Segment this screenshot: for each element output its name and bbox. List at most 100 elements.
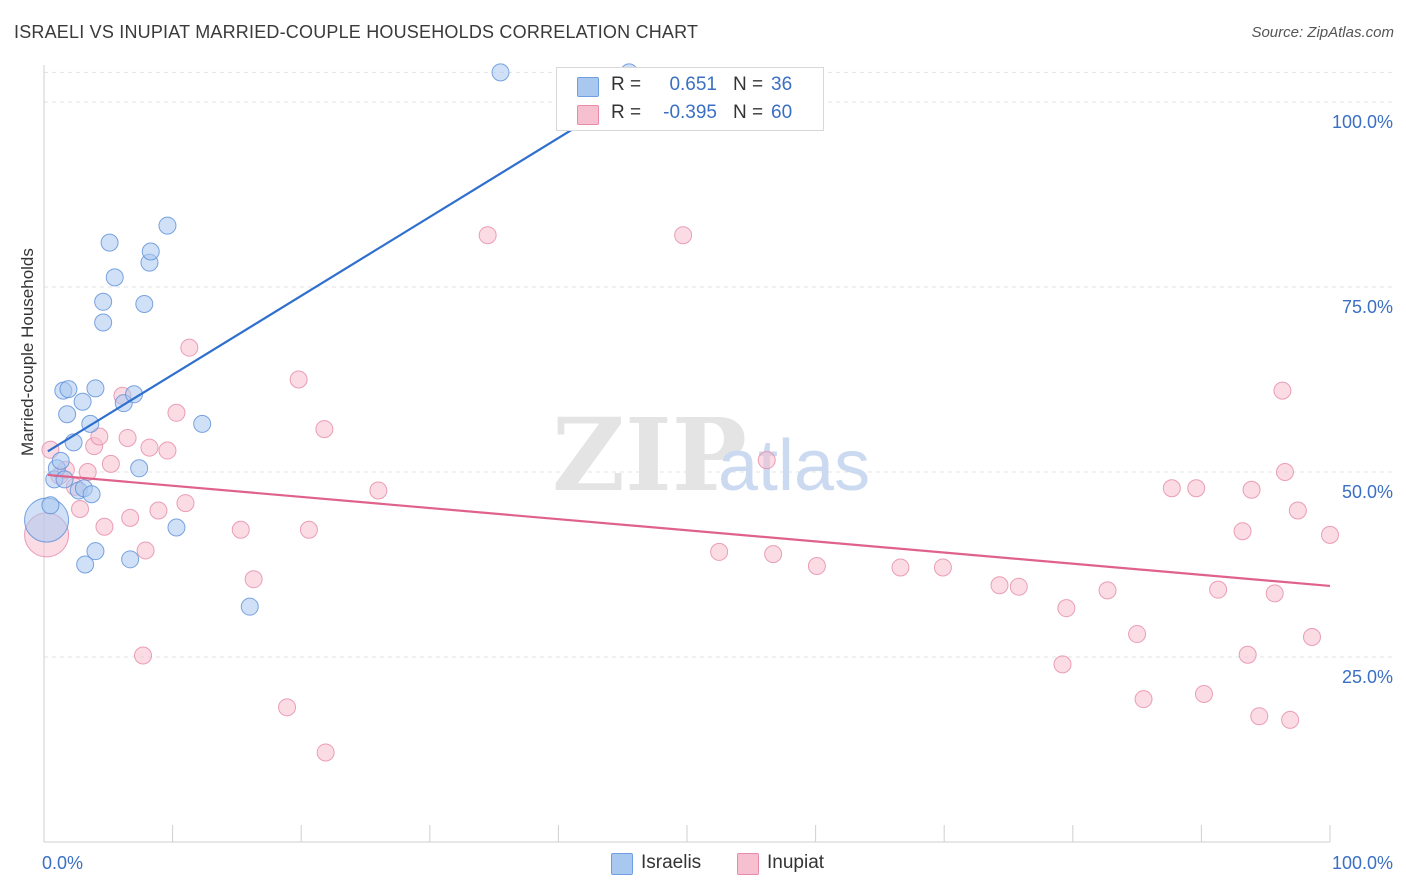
israelis-point (105, 268, 124, 287)
israelis-point (121, 550, 140, 569)
inupiat-legend-swatch (737, 853, 759, 875)
inupiat-point (1162, 479, 1181, 498)
inupiat-point (299, 520, 318, 539)
inupiat-point (278, 698, 297, 717)
n-label: N = (733, 102, 764, 123)
inupiat-point (316, 743, 335, 762)
inupiat-point (1187, 479, 1206, 498)
watermark-atlas: atlas (718, 426, 870, 506)
inupiat-point (1321, 525, 1339, 544)
r-value: -0.395 (663, 102, 717, 123)
inupiat-point (244, 570, 263, 589)
israelis-point (167, 518, 186, 537)
israelis-trend-line (47, 93, 630, 453)
y-tick-label: 50.0% (1342, 482, 1393, 502)
inupiat-point (710, 542, 729, 561)
inupiat-point (1009, 577, 1028, 596)
chart-title: ISRAELI VS INUPIAT MARRIED-COUPLE HOUSEH… (14, 22, 699, 42)
inupiat-point (1098, 581, 1117, 600)
inupiat-point (1134, 690, 1153, 709)
r-label: R = (611, 102, 642, 123)
inupiat-point (1238, 645, 1257, 664)
israelis-point (82, 485, 101, 504)
inupiat-point (134, 646, 153, 665)
israelis-point (73, 392, 92, 411)
inupiat-point (136, 541, 155, 560)
y-tick-label: 100.0% (1332, 112, 1393, 132)
inupiat-point (118, 428, 137, 447)
israelis-point (240, 597, 259, 616)
inupiat-point (180, 338, 199, 357)
israelis-legend-swatch (611, 853, 633, 875)
inupiat-point (891, 558, 910, 577)
inupiat-point (1194, 685, 1213, 703)
inupiat-point (167, 403, 186, 422)
israelis-point (100, 233, 119, 252)
israelis-swatch (577, 77, 599, 97)
legend-label-inupiat: Inupiat (767, 852, 825, 873)
inupiat-point (674, 226, 693, 245)
inupiat-point (149, 501, 168, 520)
inupiat-point (1288, 501, 1307, 520)
israelis-point (51, 451, 70, 470)
stats-row-inupiat: R = -0.395 N = 60 (557, 99, 823, 129)
israelis-point (58, 405, 77, 424)
inupiat-swatch (577, 105, 599, 125)
israelis-point (76, 555, 95, 574)
inupiat-trend-line (47, 473, 1331, 588)
israelis-point (193, 414, 212, 433)
inupiat-point (101, 454, 120, 473)
x-tick-label: 0.0% (42, 853, 83, 873)
inupiat-point (1281, 710, 1300, 729)
inupiat-point (1128, 625, 1147, 644)
inupiat-point (990, 576, 1009, 595)
inupiat-point (1209, 580, 1228, 599)
trend-lines (47, 93, 1331, 588)
n-value: 36 (771, 74, 793, 95)
r-value: 0.651 (669, 74, 717, 95)
inupiat-point (1275, 463, 1294, 481)
inupiat-point (1053, 655, 1072, 674)
israelis-point (86, 542, 105, 561)
israelis-point (86, 379, 105, 398)
israelis-point (130, 459, 149, 478)
inupiat-point (289, 370, 308, 389)
tick-labels: 25.0% 50.0% 75.0% 100.0% 0.0% 100.0% (42, 112, 1393, 873)
x-tick-label: 100.0% (1332, 853, 1393, 873)
grid-lines (44, 71, 1392, 658)
israelis-point (135, 295, 154, 314)
israelis-point (141, 242, 160, 261)
n-value: 60 (771, 102, 793, 123)
inupiat-point (231, 520, 250, 539)
inupiat-point (764, 545, 783, 564)
inupiat-point (1265, 584, 1284, 603)
y-tick-label: 25.0% (1342, 667, 1393, 687)
stats-legend: R = 0.651 N = 36 R = -0.395 N = 60 (556, 67, 824, 131)
inupiat-point (95, 517, 114, 536)
stats-row-israelis: R = 0.651 N = 36 (557, 71, 823, 101)
watermark-zip: ZIP (552, 396, 747, 514)
israelis-point (491, 63, 510, 82)
israelis-point (41, 496, 60, 515)
israelis-point (94, 292, 113, 311)
y-axis-label: Married-couple Households (18, 248, 37, 456)
inupiat-point (176, 494, 195, 513)
inupiat-point (369, 481, 388, 500)
inupiat-point (757, 451, 776, 470)
n-label: N = (733, 74, 764, 95)
israelis-point (94, 313, 113, 332)
watermark: ZIP atlas (552, 396, 870, 514)
source-credit: Source: ZipAtlas.com (1251, 24, 1394, 41)
inupiat-point (1250, 707, 1269, 726)
inupiat-point (478, 226, 497, 245)
inupiat-point (1302, 628, 1321, 647)
israelis-point (158, 216, 177, 235)
inupiat-point (90, 427, 109, 446)
legend-label-israelis: Israelis (641, 852, 702, 873)
inupiat-point (140, 438, 159, 457)
inupiat-point (933, 558, 952, 577)
israelis-point (55, 470, 74, 489)
y-tick-label: 75.0% (1342, 297, 1393, 317)
inupiat-point (121, 508, 140, 527)
